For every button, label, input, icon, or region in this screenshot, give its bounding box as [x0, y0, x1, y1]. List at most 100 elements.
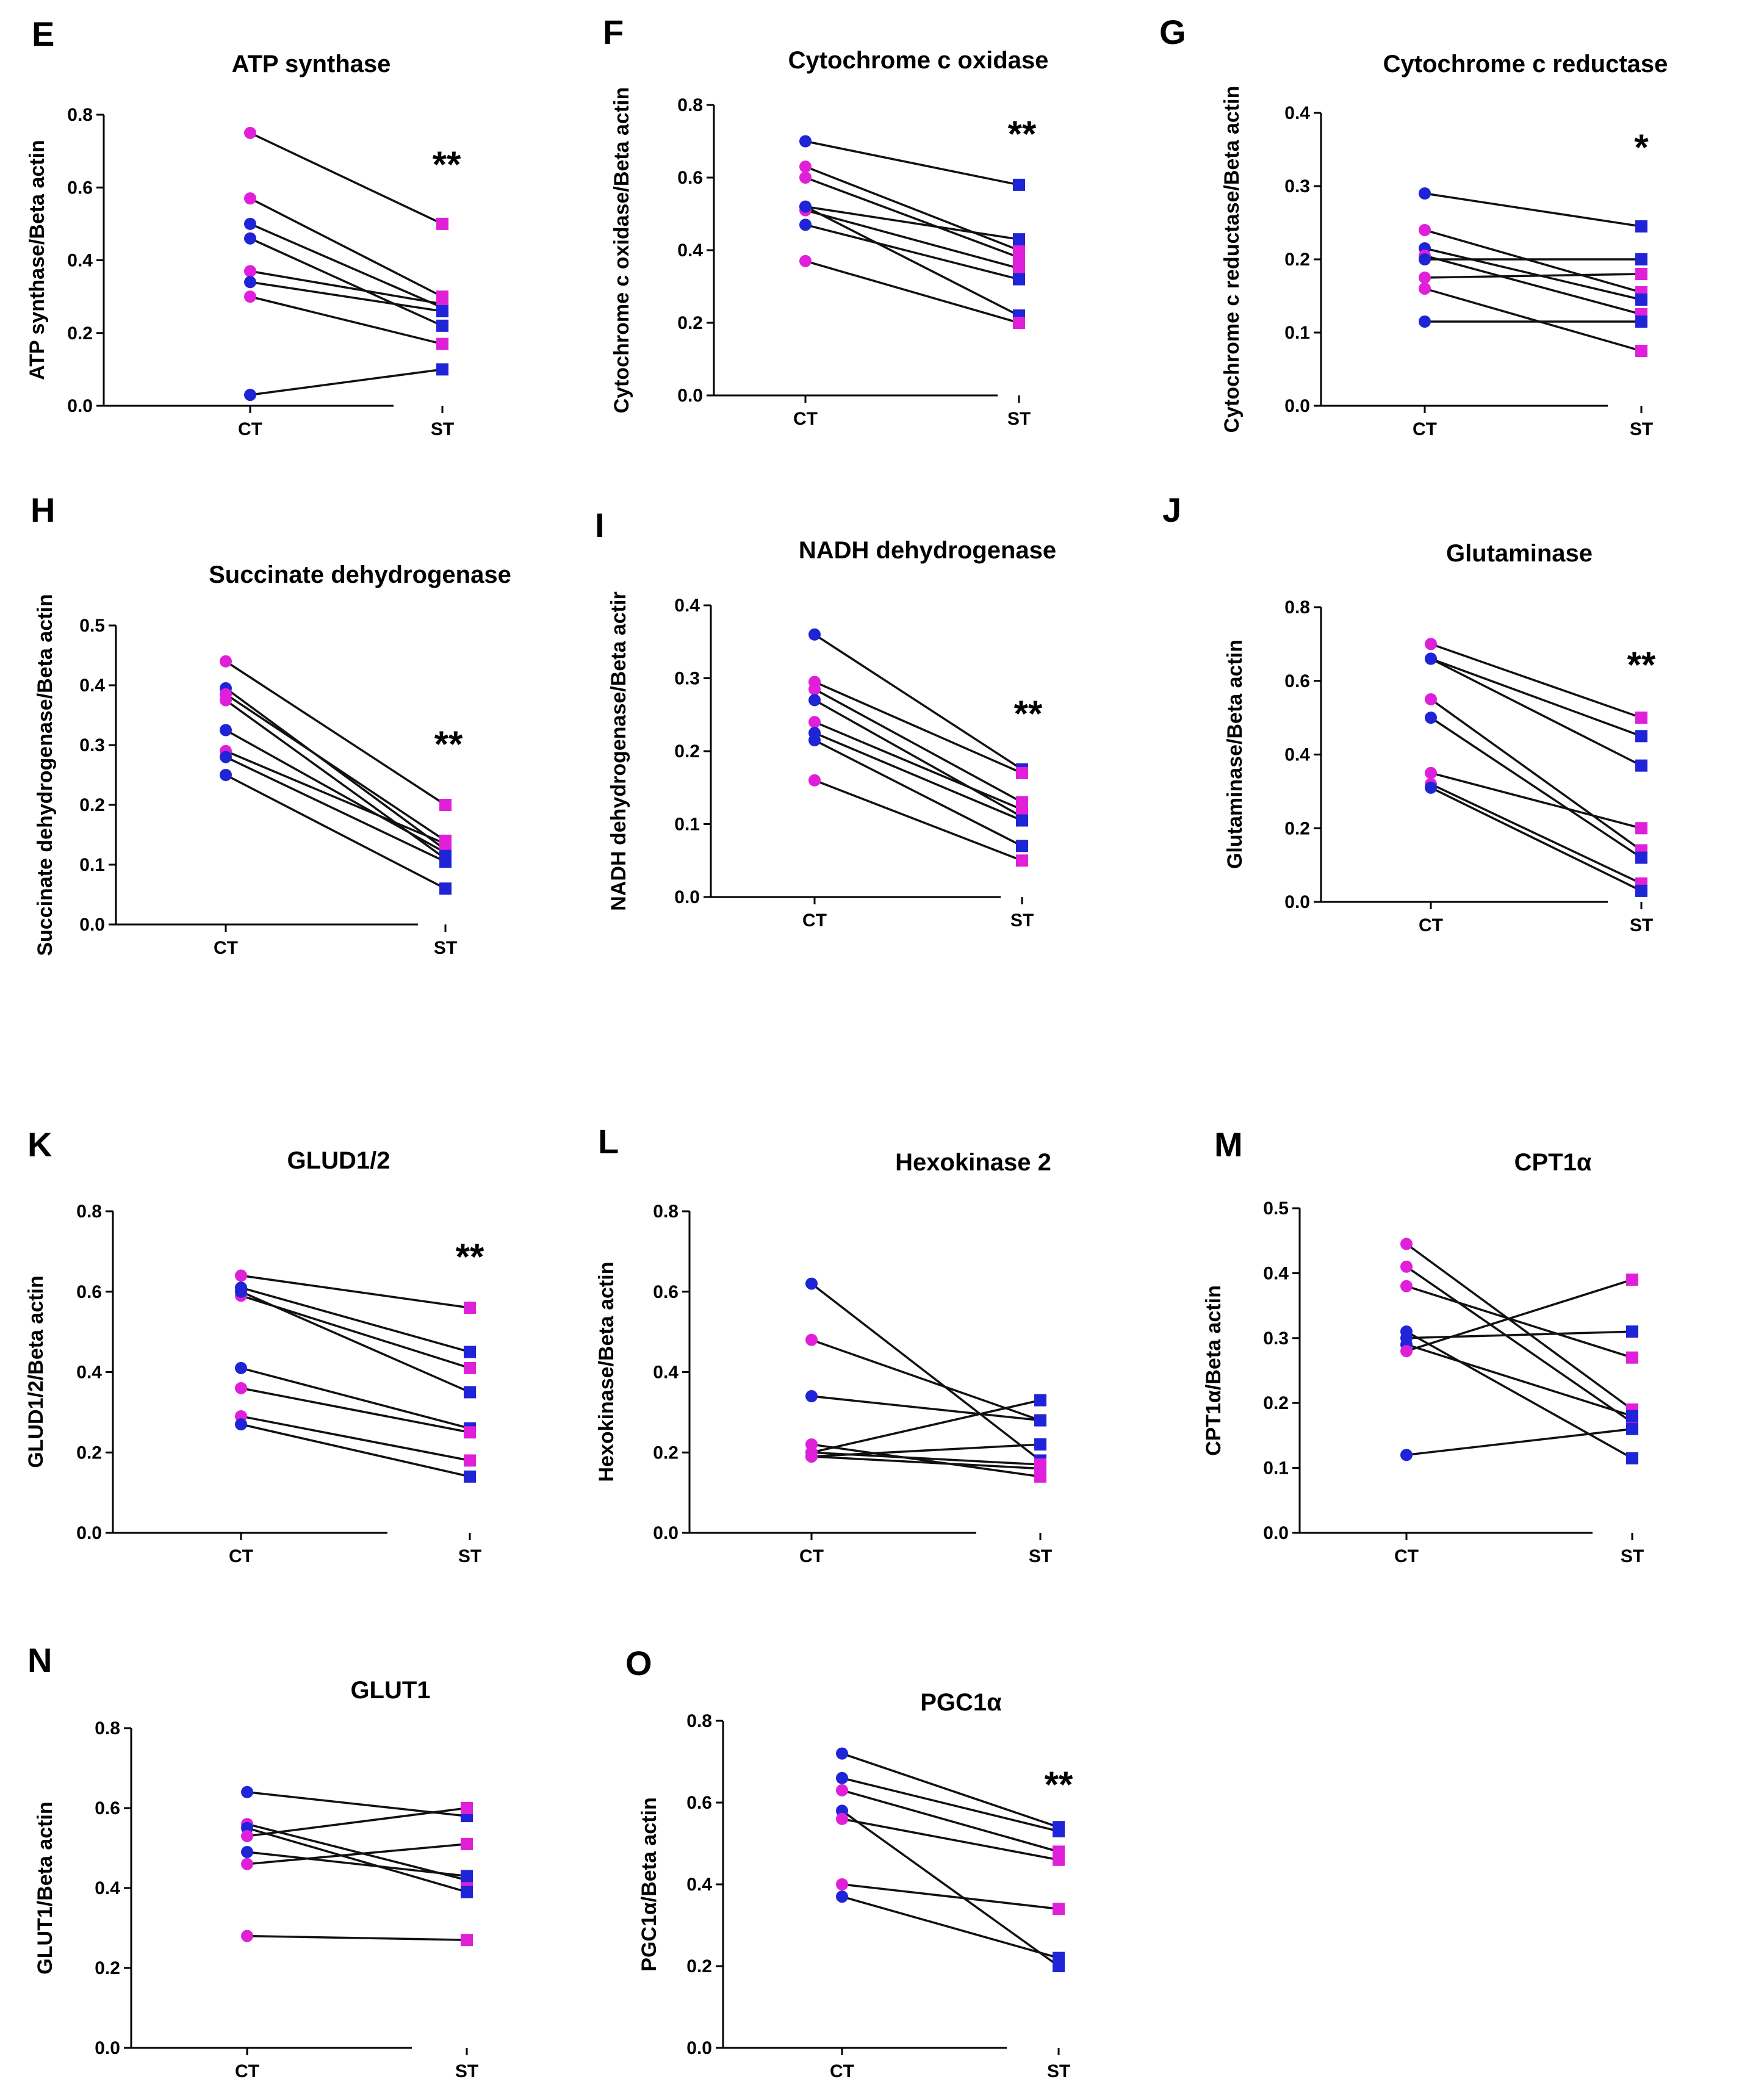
st-point	[1034, 1414, 1046, 1427]
pair-line	[805, 205, 1020, 240]
y-axis-label: Hexokinase/Beta actin	[595, 1262, 618, 1482]
pair-line	[1406, 1428, 1633, 1457]
pair-line	[805, 206, 1020, 317]
x-tick-label: CT	[238, 419, 262, 439]
x-tick-label: ST	[1630, 915, 1653, 935]
st-point	[1626, 1410, 1638, 1422]
y-tick-label: 0.0	[67, 396, 93, 416]
st-point	[1034, 1394, 1046, 1407]
st-point	[1016, 814, 1028, 827]
y-tick-label: 0.4	[79, 676, 105, 696]
panel-title: CPT1α	[1514, 1149, 1592, 1176]
panel-title: GLUT1	[350, 1677, 430, 1704]
pair-line	[240, 1274, 470, 1309]
y-axis-label: PGC1α/Beta actin	[638, 1797, 661, 1971]
significance-marker: *	[1634, 127, 1649, 168]
y-tick-label: 0.0	[674, 887, 700, 907]
st-point	[1016, 766, 1028, 779]
y-axis-label: Cytochrome c oxidase/Beta actin	[610, 87, 633, 414]
st-point	[1034, 1438, 1046, 1451]
ct-point	[799, 135, 812, 148]
st-point	[436, 304, 448, 317]
ct-point	[244, 232, 256, 245]
x-tick-label: CT	[1394, 1546, 1419, 1566]
y-tick-label: 0.4	[76, 1363, 102, 1383]
pair-line	[1424, 287, 1642, 352]
y-tick-label: 0.0	[1284, 892, 1310, 912]
ct-point	[1425, 712, 1437, 724]
ct-point	[799, 218, 812, 231]
pair-line	[1406, 1278, 1633, 1352]
st-point	[1034, 1462, 1046, 1475]
st-point	[1635, 759, 1647, 772]
st-point	[1626, 1274, 1638, 1286]
y-axis-label: NADH dehydrogenase/Beta actir	[607, 591, 630, 910]
y-tick-label: 0.2	[1284, 818, 1310, 838]
ct-point	[808, 628, 821, 641]
y-tick-label: 0.4	[677, 240, 703, 261]
y-tick-label: 0.3	[1263, 1328, 1289, 1349]
ct-point	[805, 1277, 818, 1290]
pair-line	[841, 1895, 1059, 1959]
pair-line	[250, 270, 443, 305]
st-point	[1626, 1351, 1638, 1364]
st-point	[464, 1346, 476, 1358]
ct-point	[1425, 638, 1437, 650]
pair-line	[1406, 1266, 1633, 1424]
ct-point	[808, 734, 821, 747]
y-tick-label: 0.2	[674, 741, 700, 762]
ct-point	[799, 200, 812, 213]
pair-line	[250, 368, 443, 396]
pair-line	[250, 295, 443, 345]
ct-point	[235, 1418, 247, 1431]
panel-e: E ATP synthase ATP synthase/Beta actin 0.0 0…	[26, 15, 461, 439]
pair-line	[225, 660, 446, 806]
pair-line	[1430, 771, 1642, 829]
pair-line	[247, 1807, 467, 1837]
pair-line	[814, 739, 1023, 847]
st-point	[439, 837, 452, 850]
ct-point	[244, 276, 256, 289]
panel-letter: L	[598, 1122, 619, 1161]
y-tick-label: 0.4	[686, 1875, 712, 1895]
y-tick-label: 0.6	[1284, 671, 1310, 691]
significance-marker: **	[1045, 1764, 1073, 1805]
pair-line	[814, 680, 1023, 774]
ct-point	[808, 774, 821, 787]
pair-line	[814, 688, 1023, 804]
st-point	[1635, 730, 1647, 743]
x-tick-label: CT	[799, 1546, 824, 1566]
panel-title: GLUD1/2	[287, 1147, 391, 1174]
panel-h: H Succinate dehydrogenase Succinate dehydr…	[31, 491, 511, 958]
x-tick-label: ST	[1007, 409, 1031, 429]
st-point	[1635, 253, 1647, 265]
pair-line	[225, 729, 446, 854]
y-axis-label: CPT1α/Beta actin	[1202, 1285, 1225, 1456]
pair-line	[841, 1777, 1059, 1832]
st-point	[436, 337, 448, 350]
y-axis-label: Succinate dehydrogenase/Beta actin	[34, 594, 57, 956]
pair-line	[1430, 657, 1642, 767]
y-axis-label: ATP synthase/Beta actin	[26, 140, 49, 380]
panel-m: M CPT1α CPT1α/Beta actin 0.0 0.1 0.2 0.3 0.4 0.5…	[1202, 1125, 1644, 1566]
y-tick-label: 0.2	[1284, 250, 1310, 270]
pair-line	[240, 1423, 470, 1478]
pair-line	[805, 176, 1020, 259]
pair-line	[805, 140, 1020, 186]
st-point	[1016, 854, 1028, 867]
ct-point	[1425, 693, 1437, 705]
pair-line	[225, 750, 446, 845]
st-point	[1013, 317, 1025, 329]
ct-point	[241, 1846, 253, 1859]
st-point	[1053, 1903, 1065, 1915]
y-tick-label: 0.8	[76, 1202, 102, 1222]
st-point	[1016, 840, 1028, 852]
y-axis-label: GLUT1/Beta actin	[34, 1801, 57, 1974]
pair-line	[247, 1851, 467, 1878]
panel-l: L Hexokinase 2 Hexokinase/Beta actin 0.0 0.2…	[595, 1122, 1052, 1566]
pair-line	[225, 756, 446, 863]
y-tick-label: 0.4	[653, 1363, 679, 1383]
pair-line	[247, 1827, 467, 1894]
ct-point	[1400, 1238, 1413, 1250]
st-point	[1635, 822, 1647, 835]
